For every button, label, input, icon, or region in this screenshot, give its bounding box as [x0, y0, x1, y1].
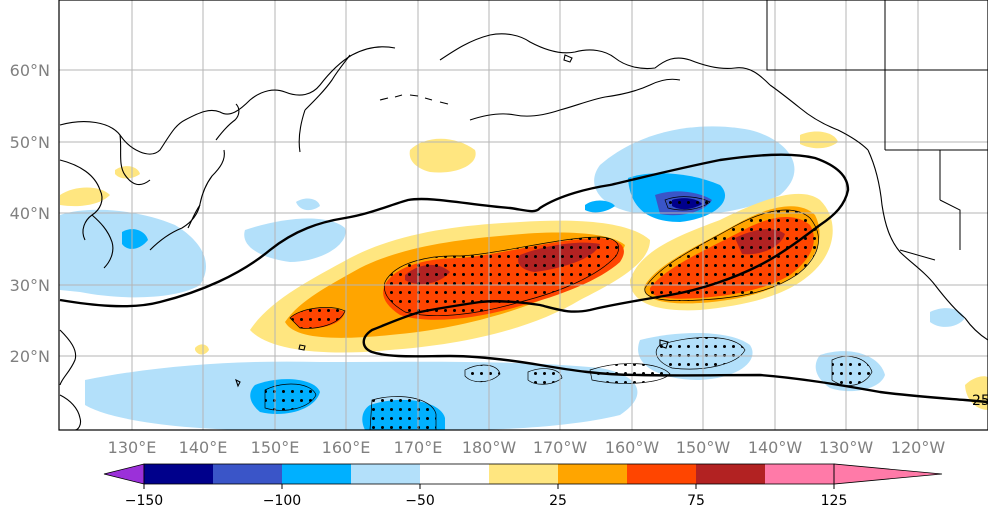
coastlines [59, 33, 988, 430]
colorbar-tick-label: 25 [549, 493, 567, 509]
lon-label: 130°E [108, 438, 157, 457]
contour-lines [59, 153, 988, 404]
lon-label: 180°W [462, 438, 517, 457]
colorbar-segment [558, 464, 627, 484]
lon-label: 130°W [819, 438, 874, 457]
lon-label: 140°E [179, 438, 228, 457]
lat-label: 30°N [10, 276, 50, 295]
lat-label: 50°N [10, 133, 50, 152]
colorbar-tick-label: 125 [821, 493, 848, 509]
colorbar-segment [489, 464, 558, 484]
colorbar-segment [420, 464, 489, 484]
map-frame [58, 0, 988, 431]
lat-label: 60°N [10, 61, 50, 80]
latitude-labels: 60°N 50°N 40°N 30°N 20°N [10, 61, 50, 366]
colorbar-segment [282, 464, 351, 484]
colorbar-segment [351, 464, 420, 484]
colorbar-ticks [143, 484, 835, 489]
lon-label: 160°E [322, 438, 371, 457]
lon-label: 140°W [748, 438, 803, 457]
borders [766, 0, 988, 261]
contour-label: 25 [972, 393, 988, 409]
colorbar-tick-label: 75 [687, 493, 705, 509]
lon-label: 150°E [251, 438, 300, 457]
colorbar-outline [143, 463, 835, 485]
colorbar-segment [144, 464, 213, 484]
lon-label: 170°W [533, 438, 588, 457]
longitude-labels: 130°E 140°E 150°E 160°E 170°E 180°W 170°… [108, 438, 946, 457]
lat-label: 40°N [10, 204, 50, 223]
colorbar-segment [765, 464, 834, 484]
colorbar-segment [696, 464, 765, 484]
colorbar-segment [627, 464, 696, 484]
colorbar-tick-label: −100 [263, 493, 301, 509]
lon-label: 160°W [605, 438, 660, 457]
colorbar: −150 −100 −50 25 75 125 [103, 463, 943, 509]
colorbar-min-arrow [103, 463, 145, 485]
map-panel: 25 [59, 0, 988, 430]
colorbar-segment [213, 464, 282, 484]
lon-label: 170°E [394, 438, 443, 457]
colorbar-max-arrow [833, 463, 943, 485]
gridlines [59, 0, 988, 430]
colorbar-tick-label: −50 [405, 493, 435, 509]
lon-label: 120°W [891, 438, 946, 457]
lon-label: 150°W [676, 438, 731, 457]
colorbar-tick-label: −150 [125, 493, 163, 509]
lat-label: 20°N [10, 347, 50, 366]
